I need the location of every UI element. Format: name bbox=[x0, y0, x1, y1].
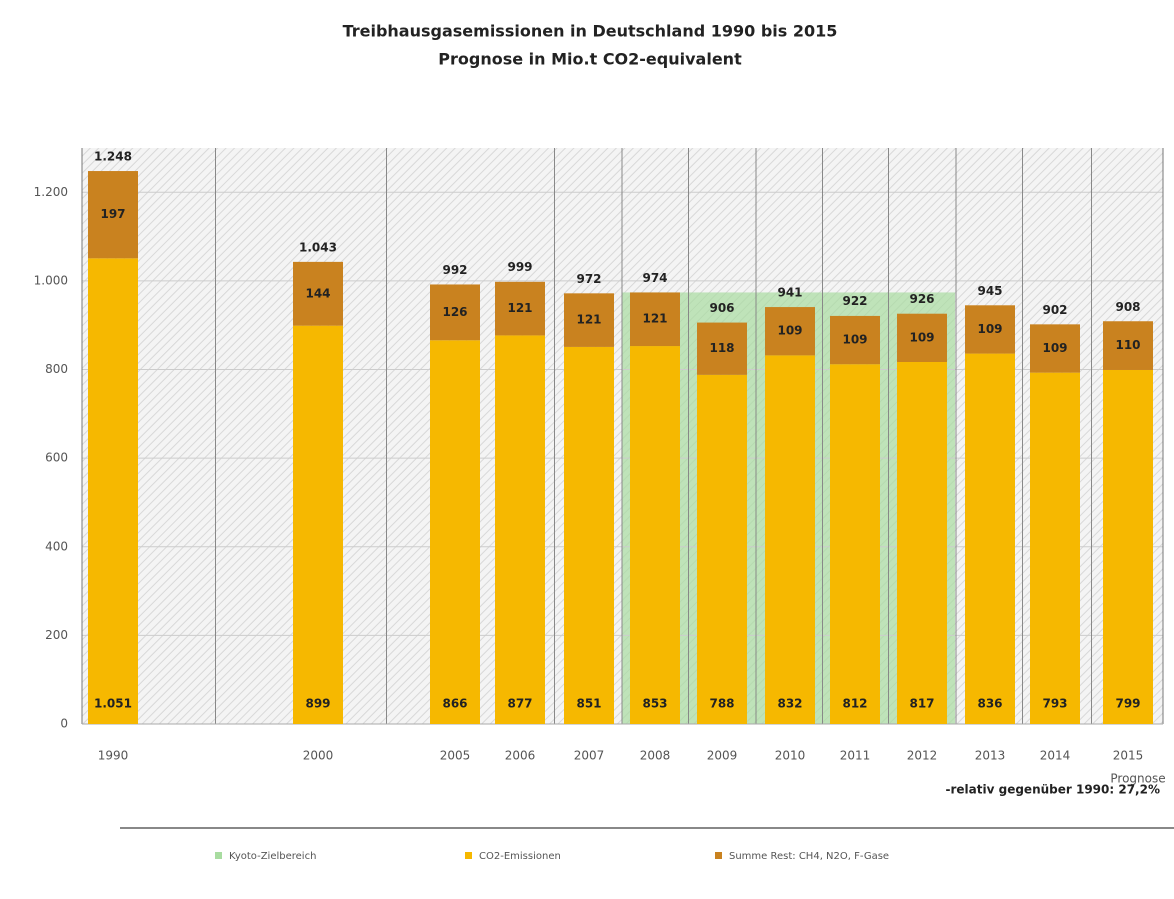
value-label: 793 bbox=[1042, 697, 1067, 711]
legend-label: Summe Rest: CH4, N2O, F-Gase bbox=[729, 851, 889, 862]
bar-segment bbox=[697, 374, 747, 724]
legend-swatch bbox=[715, 852, 722, 859]
bar-segment bbox=[430, 284, 480, 341]
legend-swatch bbox=[465, 852, 472, 859]
bar-segment bbox=[897, 313, 947, 363]
x-tick-label: 2005 bbox=[440, 749, 471, 763]
bar-segment bbox=[830, 364, 880, 724]
total-label: 906 bbox=[709, 301, 734, 315]
bar-segment bbox=[897, 362, 947, 724]
bar-segment bbox=[1103, 369, 1153, 724]
value-label: 197 bbox=[100, 207, 125, 221]
value-label: 121 bbox=[576, 313, 601, 327]
bar-segment bbox=[965, 353, 1015, 724]
chart-title: Treibhausgasemissionen in Deutschland 19… bbox=[343, 22, 838, 41]
total-label: 902 bbox=[1042, 303, 1067, 317]
total-label: 945 bbox=[977, 284, 1002, 298]
y-tick-label: 600 bbox=[45, 451, 68, 465]
x-note: Prognose bbox=[1110, 772, 1165, 786]
x-tick-label: 2011 bbox=[840, 749, 871, 763]
bar-segment bbox=[765, 307, 815, 356]
chart-subtitle: Prognose in Mio.t CO2-equivalent bbox=[438, 50, 742, 69]
legend-label: CO2-Emissionen bbox=[479, 851, 561, 862]
value-label: 118 bbox=[709, 341, 734, 355]
x-tick-label: 2006 bbox=[505, 749, 536, 763]
annotation: -relativ gegenüber 1990: 27,2% bbox=[946, 783, 1160, 797]
x-tick-label: 2014 bbox=[1040, 749, 1071, 763]
value-label: 832 bbox=[777, 697, 802, 711]
y-tick-label: 1.200 bbox=[34, 185, 68, 199]
value-label: 109 bbox=[777, 324, 802, 338]
bar-segment bbox=[293, 325, 343, 724]
bar-segment bbox=[293, 261, 343, 326]
total-label: 992 bbox=[442, 263, 467, 277]
value-label: 812 bbox=[842, 697, 867, 711]
value-label: 144 bbox=[305, 286, 330, 300]
value-label: 853 bbox=[642, 697, 667, 711]
y-tick-label: 800 bbox=[45, 362, 68, 376]
total-label: 974 bbox=[642, 271, 667, 285]
total-label: 922 bbox=[842, 294, 867, 308]
bar-segment bbox=[495, 335, 545, 724]
value-label: 836 bbox=[977, 697, 1002, 711]
value-label: 866 bbox=[442, 697, 467, 711]
bar-segment bbox=[430, 340, 480, 724]
x-tick-label: 1990 bbox=[98, 749, 129, 763]
bar-segment bbox=[830, 315, 880, 365]
value-label: 851 bbox=[576, 697, 601, 711]
value-label: 799 bbox=[1115, 697, 1140, 711]
bar-segment bbox=[1103, 321, 1153, 370]
value-label: 899 bbox=[305, 697, 330, 711]
bar-segment bbox=[495, 281, 545, 336]
bar-segment bbox=[88, 258, 138, 724]
value-label: 109 bbox=[1042, 341, 1067, 355]
bar-segment bbox=[630, 346, 680, 724]
bar-segment bbox=[564, 346, 614, 724]
total-label: 1.248 bbox=[94, 150, 132, 164]
value-label: 788 bbox=[709, 697, 734, 711]
value-label: 1.051 bbox=[94, 697, 132, 711]
value-label: 121 bbox=[642, 312, 667, 326]
bar-segment bbox=[630, 292, 680, 347]
value-label: 109 bbox=[842, 333, 867, 347]
total-label: 926 bbox=[909, 292, 934, 306]
legend-swatch bbox=[215, 852, 222, 859]
x-tick-label: 2000 bbox=[303, 749, 334, 763]
total-label: 999 bbox=[507, 260, 532, 274]
x-tick-label: 2012 bbox=[907, 749, 938, 763]
bar-segment bbox=[1030, 324, 1080, 373]
y-tick-label: 200 bbox=[45, 628, 68, 642]
value-label: 109 bbox=[909, 330, 934, 344]
x-tick-label: 2007 bbox=[574, 749, 605, 763]
value-label: 109 bbox=[977, 322, 1002, 336]
bar-segment bbox=[697, 322, 747, 375]
x-tick-label: 2010 bbox=[775, 749, 806, 763]
bar-segment bbox=[765, 355, 815, 724]
bar-segment bbox=[1030, 372, 1080, 724]
legend-label: Kyoto-Zielbereich bbox=[229, 851, 316, 862]
bar-segment bbox=[88, 171, 138, 259]
y-tick-label: 0 bbox=[60, 717, 68, 731]
x-tick-label: 2008 bbox=[640, 749, 671, 763]
value-label: 126 bbox=[442, 305, 467, 319]
total-label: 1.043 bbox=[299, 240, 337, 254]
value-label: 877 bbox=[507, 697, 532, 711]
bar-segment bbox=[564, 293, 614, 347]
total-label: 908 bbox=[1115, 300, 1140, 314]
x-tick-label: 2013 bbox=[975, 749, 1006, 763]
total-label: 941 bbox=[777, 286, 802, 300]
y-tick-label: 1.000 bbox=[34, 273, 68, 287]
value-label: 121 bbox=[507, 301, 532, 315]
x-tick-label: 2015 bbox=[1113, 749, 1144, 763]
bar-segment bbox=[965, 305, 1015, 354]
value-label: 817 bbox=[909, 697, 934, 711]
x-tick-label: 2009 bbox=[707, 749, 738, 763]
y-tick-label: 400 bbox=[45, 539, 68, 553]
value-label: 110 bbox=[1115, 338, 1140, 352]
total-label: 972 bbox=[576, 272, 601, 286]
